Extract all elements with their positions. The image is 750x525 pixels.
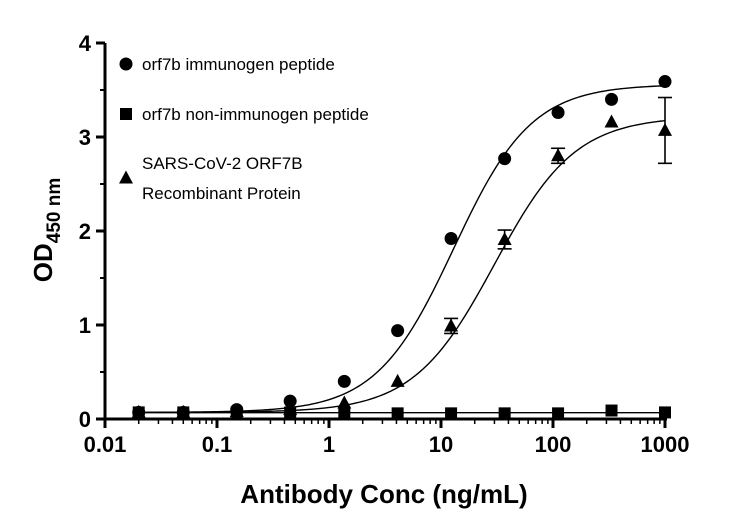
data-point-triangle [229, 403, 244, 417]
data-point-triangle [658, 122, 672, 136]
data-point-circle [283, 394, 297, 408]
data-point-square [659, 406, 671, 419]
data-point-circle [605, 92, 619, 106]
fit-curve [138, 85, 666, 414]
y-axis-title: OD450 nm [28, 178, 65, 282]
legend-marker-square [120, 108, 132, 120]
data-point-square [552, 407, 565, 420]
data-point-square [605, 404, 618, 417]
data-point-circle [498, 152, 512, 166]
y-tick-label: 3 [79, 125, 91, 150]
y-tick-label: 2 [79, 219, 91, 244]
legend-marker-circle [119, 57, 133, 71]
x-axis-title: Antibody Conc (ng/mL) [240, 479, 527, 509]
x-tick-label: 0.1 [202, 432, 233, 457]
data-point-triangle [131, 404, 146, 418]
data-point-square [498, 407, 511, 420]
y-tick-label: 4 [79, 31, 92, 56]
x-tick-label: 0.01 [84, 432, 127, 457]
legend: orf7b immunogen peptide orf7b non-immunog… [119, 55, 369, 203]
fit-curves [138, 85, 666, 414]
data-point-triangle [337, 395, 352, 409]
x-tick-label: 10 [429, 432, 453, 457]
data-point-triangle [176, 404, 191, 418]
data-point-circle [391, 324, 405, 338]
legend-label: SARS-CoV-2 ORF7B [142, 154, 303, 173]
y-axis-title-subscript: 450 nm [44, 178, 65, 243]
data-point-triangle [604, 114, 619, 128]
data-point-triangle [497, 231, 512, 245]
error-bars [444, 96, 672, 335]
data-point-square [338, 407, 351, 420]
x-tick-label: 1000 [641, 432, 690, 457]
data-point-circle [551, 106, 565, 120]
data-point-circle [337, 374, 351, 388]
x-axis: 0.01 0.1 1 10 100 1000 [84, 417, 690, 457]
y-axis-title-main: OD [28, 243, 58, 282]
legend-marker-triangle [119, 170, 133, 184]
data-markers [131, 75, 672, 420]
x-tick-label: 100 [535, 432, 572, 457]
data-point-square [445, 407, 458, 420]
y-tick-label: 1 [79, 313, 91, 338]
data-point-triangle [390, 373, 405, 387]
legend-label: orf7b immunogen peptide [142, 55, 335, 74]
data-point-triangle [444, 318, 459, 332]
svg-text:OD450 nm: OD450 nm [28, 178, 65, 282]
x-tick-label: 1 [323, 432, 335, 457]
data-point-circle [444, 232, 458, 246]
data-point-triangle [283, 402, 298, 416]
data-point-circle [658, 75, 672, 89]
data-point-triangle [551, 148, 566, 162]
legend-label: Recombinant Protein [142, 184, 301, 203]
data-point-square [391, 407, 404, 420]
y-tick-label: 0 [79, 407, 91, 432]
y-axis: 0 1 2 3 4 [79, 31, 107, 432]
legend-label: orf7b non-immunogen peptide [142, 105, 369, 124]
